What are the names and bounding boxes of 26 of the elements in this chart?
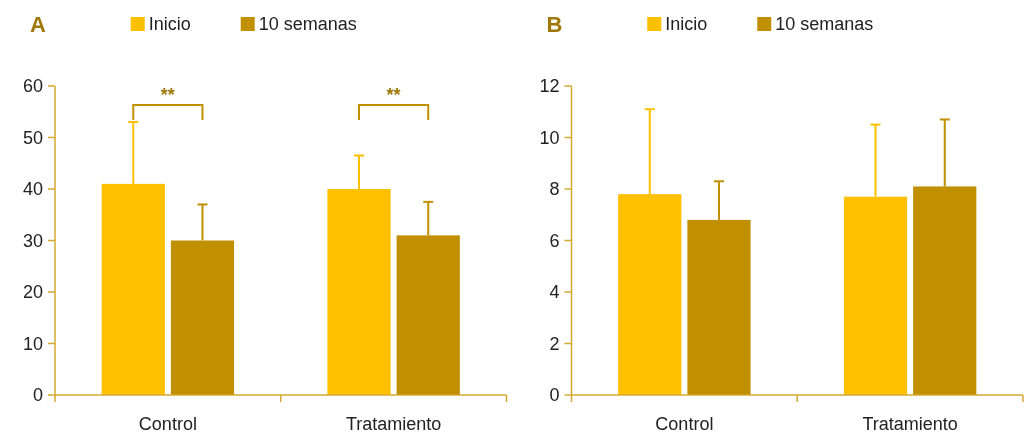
x-tick-label: Tratamiento [345,414,442,434]
y-tick-label: 0 [32,385,43,406]
x-tick-label: Tratamiento [862,414,958,434]
legend-label: Inicio [665,14,708,34]
y-tick-label: 8 [549,179,560,200]
annotation: ** [160,85,175,105]
y-tick-label: 2 [549,333,560,354]
y-tick-label: 0 [549,385,560,406]
y-tick-label: 60 [22,76,43,97]
y-tick-label: 20 [22,282,43,303]
legend-label: 10 semanas [258,14,357,34]
chart-title: B [546,12,563,37]
y-tick-label: 30 [22,230,43,251]
legend-label: Inicio [148,14,191,34]
y-tick-label: 6 [549,230,560,251]
y-tick-label: 10 [539,127,560,148]
y-tick-label: 12 [539,76,560,97]
y-tick-label: 10 [22,333,43,354]
y-tick-label: 50 [22,127,43,148]
y-tick-label: 40 [22,179,43,200]
x-tick-label: Control [655,414,714,434]
chart-title: A [30,12,46,37]
x-tick-label: Control [138,414,197,434]
annotation: ** [386,85,401,105]
y-tick-label: 4 [549,282,560,303]
legend-label: 10 semanas [775,14,874,34]
